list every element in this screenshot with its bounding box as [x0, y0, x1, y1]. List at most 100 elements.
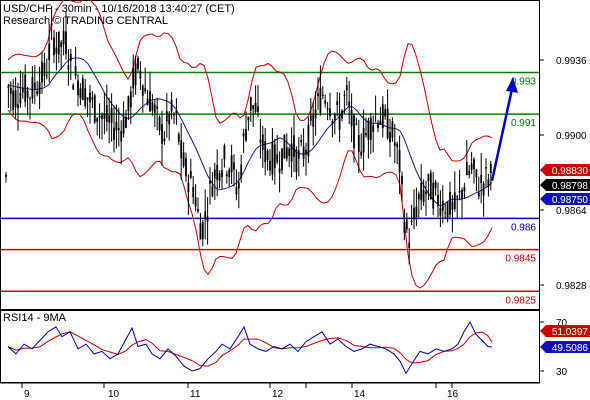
rsi-tick-label: 70 [556, 318, 568, 329]
candle-body [129, 91, 132, 108]
candle-body [269, 160, 271, 171]
price-axis: 0.9936 0.9900 0.9864 0.9828 [539, 56, 587, 292]
candle-body [163, 138, 166, 142]
candle-body [225, 174, 228, 177]
bollinger-bands [7, 0, 493, 289]
candle-body [153, 104, 156, 113]
candle-body [314, 109, 317, 119]
candle-body [429, 172, 432, 200]
candle-body [189, 171, 192, 178]
candle-body [367, 120, 370, 140]
level-label: 0.9825 [505, 295, 536, 306]
candle-body [199, 223, 202, 240]
candle-body [117, 128, 120, 130]
candle-body [29, 98, 31, 100]
candle-body [434, 181, 437, 189]
rsi-value-tag-label: 51.0397 [552, 327, 589, 338]
candle-body [369, 117, 372, 140]
candle-body [391, 121, 394, 138]
candle-body [201, 221, 204, 240]
candle-body [463, 187, 466, 192]
bollinger-upper-line [7, 0, 493, 162]
candle-body [336, 101, 339, 106]
candle-body [91, 97, 94, 100]
candle-body [362, 128, 365, 153]
candle-body [156, 106, 159, 109]
candle-body [218, 173, 221, 181]
candle-body [384, 109, 387, 117]
candle-body [223, 145, 226, 160]
candle-body [259, 139, 262, 143]
candle-body [149, 91, 151, 112]
candle-body [158, 117, 161, 131]
candle-body [415, 206, 418, 220]
candle-body [237, 182, 240, 189]
price-tags: 0.98830 0.98798 0.98750 [540, 164, 590, 206]
candle-body [101, 115, 103, 119]
candle-body [17, 104, 19, 109]
candle-body [398, 150, 401, 172]
candle-body [55, 47, 58, 54]
candle-body [468, 170, 471, 175]
candle-body [321, 94, 324, 96]
candle-body [350, 110, 353, 126]
candle-body [182, 152, 185, 167]
candle-body [247, 116, 250, 121]
candle-body [192, 186, 195, 198]
candle-body [473, 159, 475, 170]
candle-body [216, 165, 219, 181]
candle-body [139, 70, 142, 79]
candle-body [420, 183, 423, 201]
candle-body [185, 158, 187, 177]
forecast-arrow [490, 76, 518, 182]
candle-body [396, 143, 399, 148]
candle-body [221, 170, 223, 177]
candle-body [405, 219, 408, 230]
price-tag [540, 193, 590, 205]
candle-body [110, 107, 113, 123]
time-tick-label: 11 [190, 389, 201, 400]
candle-body [86, 97, 89, 100]
candle-body [401, 175, 403, 185]
rsi-value-tag [540, 341, 590, 353]
candle-body [230, 155, 233, 173]
candle-body [408, 242, 411, 249]
time-tick-label: 10 [108, 389, 120, 400]
candle-body [417, 193, 420, 200]
candle-body [60, 42, 63, 47]
candle-body [485, 167, 487, 169]
candle-body [245, 128, 247, 141]
candle-body [194, 197, 197, 207]
candle-body [177, 134, 180, 142]
candle-body [264, 141, 267, 162]
price-tag [540, 179, 590, 191]
candle-body [161, 124, 163, 144]
candle-body [235, 187, 238, 195]
candle-body [432, 182, 435, 209]
level-label: 0.986 [511, 222, 536, 233]
candle-body [271, 142, 274, 175]
candle-body [309, 115, 312, 121]
rsi-title: RSI14 - 9MA [3, 312, 67, 324]
candle-body [213, 169, 216, 179]
candle-body [204, 211, 207, 220]
candle-body [19, 92, 22, 104]
candle-body [146, 98, 149, 105]
candle-body [489, 163, 492, 174]
candle-body [365, 133, 367, 136]
candle-body [273, 144, 276, 169]
candle-body [446, 201, 449, 218]
candle-body [461, 189, 463, 200]
candle-body [470, 163, 473, 170]
candle-body [125, 116, 127, 128]
candle-body [21, 87, 24, 93]
candle-body [377, 122, 379, 129]
candle-body [38, 82, 41, 95]
price-tag-label: 0.98830 [552, 166, 589, 177]
candle-body [168, 114, 171, 125]
rsi-panel-frame [0, 310, 540, 383]
candle-body [132, 68, 135, 89]
candle-body [14, 90, 17, 108]
candle-body [144, 88, 147, 92]
candle-body [173, 114, 175, 116]
